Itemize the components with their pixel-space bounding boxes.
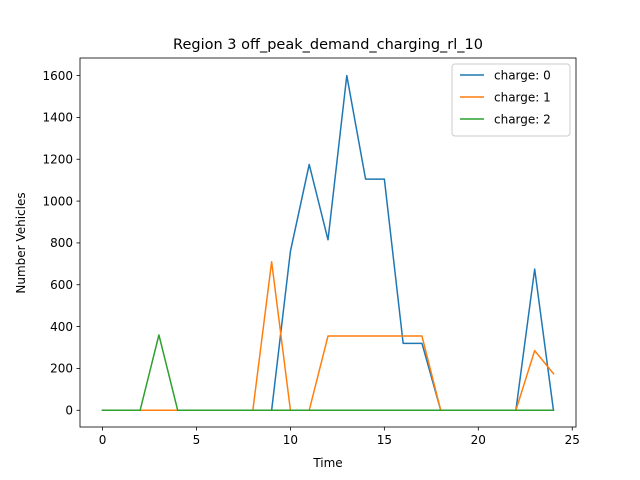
y-tick-label: 0 (65, 404, 73, 418)
y-tick-label: 1200 (42, 153, 73, 167)
legend: charge: 0 charge: 1 charge: 2 (451, 63, 571, 137)
y-tick-label: 1600 (42, 69, 73, 83)
legend-label-2: charge: 2 (494, 113, 551, 127)
y-tick-label: 1000 (42, 194, 73, 208)
y-tick-label: 200 (50, 362, 73, 376)
y-axis-label: Number Vehicles (14, 192, 28, 293)
y-tick-label: 800 (50, 236, 73, 250)
x-tick-label: 15 (377, 433, 392, 447)
x-axis-label: Time (312, 456, 342, 470)
x-tick-label: 20 (471, 433, 486, 447)
legend-label-1: charge: 1 (494, 91, 551, 105)
y-tick-label: 1400 (42, 111, 73, 125)
axes-frame (79, 57, 577, 428)
series-line-2 (101, 334, 555, 412)
x-tick-label: 5 (193, 433, 201, 447)
plot-area (101, 74, 555, 412)
y-tick-label: 600 (50, 278, 73, 292)
axes: 0 5 10 15 20 25 0 200 400 600 800 1000 1200 1400 1600 (42, 57, 580, 447)
x-tick-label: 25 (565, 433, 580, 447)
x-tick-label: 10 (283, 433, 298, 447)
legend-box (451, 63, 571, 137)
chart-title: Region 3 off_peak_demand_charging_rl_10 (173, 37, 483, 53)
x-tick-label: 0 (99, 433, 107, 447)
y-tick-label: 400 (50, 320, 73, 334)
legend-label-0: charge: 0 (494, 69, 551, 83)
